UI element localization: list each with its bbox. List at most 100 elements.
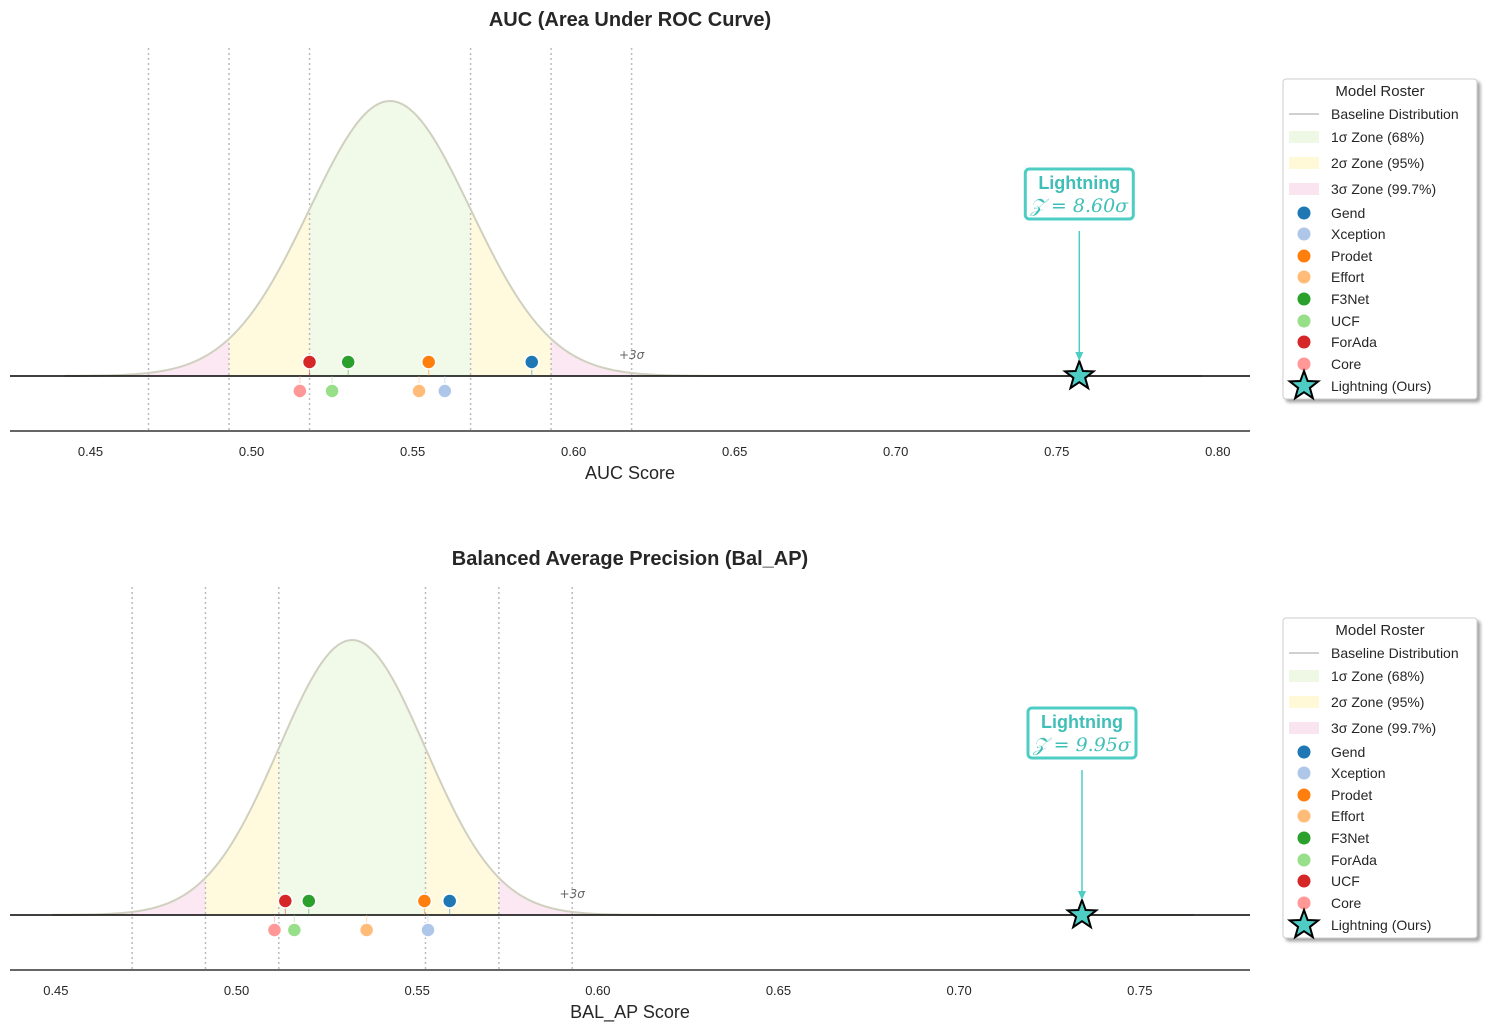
sigma1-zone (309, 101, 471, 376)
x-tick-label: 0.65 (766, 983, 791, 998)
legend-entry: 3σ Zone (99.7%) (1331, 720, 1436, 736)
legend-entry: 3σ Zone (99.7%) (1331, 181, 1436, 197)
legend-entry: Gend (1331, 205, 1365, 221)
legend-handle-dot (1297, 270, 1311, 284)
model-point-effort (411, 383, 427, 399)
model-point-xception (420, 922, 436, 938)
legend-entry: Effort (1331, 808, 1364, 824)
legend-entry: UCF (1331, 873, 1360, 889)
model-point-effort (358, 922, 375, 938)
legend-entry: Lightning (Ours) (1331, 917, 1431, 933)
model-point-gend (524, 354, 540, 370)
legend-frame (1282, 78, 1478, 400)
legend-handle-zone (1289, 131, 1319, 143)
legend-entry: Effort (1331, 269, 1364, 285)
legend-entry: ForAda (1331, 334, 1377, 350)
sigma3-label: +3σ (560, 887, 586, 901)
model-point-core (292, 383, 308, 399)
bal-ap-panel: Balanced Average Precision (Bal_AP) +3σ 0.… (10, 548, 1478, 1023)
legend-handle-dot (1297, 809, 1311, 823)
legend-handle-dot (1297, 227, 1311, 241)
sigma3-zone-right (551, 338, 713, 376)
x-tick-label: 0.65 (722, 444, 747, 459)
legend-handle-dot (1297, 745, 1311, 759)
ours-star (1062, 358, 1097, 391)
x-tick-label: 0.50 (239, 444, 264, 459)
annotation-box (1023, 167, 1135, 221)
legend-entry: Lightning (Ours) (1331, 378, 1431, 394)
chart-title: Balanced Average Precision (Bal_AP) (452, 548, 808, 570)
x-tick-label: 0.45 (78, 444, 103, 459)
legend-entry: Xception (1331, 765, 1385, 781)
x-tick-label: 0.45 (43, 983, 68, 998)
legend-entry: Core (1331, 356, 1362, 372)
model-point-f3net (340, 354, 356, 370)
legend-handle-dot (1297, 249, 1311, 263)
annotation-arrow-head (1077, 891, 1086, 900)
legend-handle-dot (1297, 896, 1311, 910)
x-tick-label: 0.70 (946, 983, 971, 998)
legend-handle-dot (1297, 831, 1311, 845)
x-tick-label: 0.75 (1127, 983, 1152, 998)
auc-panel: AUC (Area Under ROC Curve) +3σ 0.45 0.50 0.5… (10, 9, 1478, 483)
x-axis-label: AUC Score (585, 463, 675, 483)
x-tick-label: 0.70 (883, 444, 908, 459)
legend-entry: Xception (1331, 226, 1385, 242)
x-tick-label: 0.75 (1044, 444, 1069, 459)
annotation-zscore: 𝒵 = 8.60σ (1029, 195, 1129, 217)
legend-handle-dot (1297, 292, 1311, 306)
model-point-prodet (420, 354, 437, 370)
model-point-forada (286, 922, 303, 938)
legend-entry: Gend (1331, 744, 1365, 760)
legend-entry: Core (1331, 895, 1362, 911)
legend-handle-dot (1297, 874, 1311, 888)
chart-title: AUC (Area Under ROC Curve) (489, 9, 771, 31)
sigma3-zone-right (498, 877, 646, 915)
legend-entry: F3Net (1331, 830, 1369, 846)
model-point-prodet (416, 893, 433, 909)
sigma1-zone (278, 640, 426, 915)
legend-handle-zone (1289, 696, 1319, 708)
model-point-forada (301, 354, 318, 370)
legend-handle-zone (1289, 722, 1319, 734)
legend-handle-zone (1289, 157, 1319, 169)
legend-handle-star (1286, 907, 1322, 940)
x-axis-label: BAL_AP Score (570, 1002, 690, 1023)
legend-entry: Baseline Distribution (1331, 645, 1459, 661)
model-point-xception (437, 383, 453, 399)
legend-handle-dot (1297, 206, 1311, 220)
legend-handle-dot (1297, 788, 1311, 802)
model-point-f3net (301, 893, 317, 909)
annotation-arrow-head (1075, 352, 1084, 361)
sigma3-zone-left (58, 877, 206, 915)
legend: Model Roster Baseline Distribution 1σ Zone… (1282, 78, 1478, 401)
annotation-name: Lightning (1041, 712, 1123, 732)
legend-handle-dot (1297, 314, 1311, 328)
legend-entry: ForAda (1331, 852, 1377, 868)
annotation-zscore: 𝒵 = 9.95σ (1032, 734, 1132, 756)
legend-title: Model Roster (1335, 622, 1424, 639)
legend-handle-dot (1297, 335, 1311, 349)
legend-entry: 1σ Zone (68%) (1331, 129, 1424, 145)
x-tick-label: 0.55 (405, 983, 430, 998)
model-point-gend (441, 893, 458, 909)
legend-entry: 2σ Zone (95%) (1331, 155, 1424, 171)
x-tick-label: 0.80 (1205, 444, 1230, 459)
model-point-ucf (324, 383, 340, 399)
x-tick-label: 0.60 (561, 444, 586, 459)
legend-entry: F3Net (1331, 291, 1369, 307)
x-tick-label: 0.50 (224, 983, 249, 998)
legend-frame (1282, 617, 1478, 939)
legend-handle-dot (1297, 357, 1311, 371)
legend-title: Model Roster (1335, 83, 1424, 100)
legend-handle-zone (1289, 670, 1319, 682)
sigma3-label: +3σ (619, 348, 645, 362)
legend-entry: UCF (1331, 313, 1360, 329)
legend-entry: 2σ Zone (95%) (1331, 694, 1424, 710)
legend: Model Roster Baseline Distribution 1σ Zone… (1282, 617, 1478, 940)
sigma3-zone-left (67, 338, 230, 376)
annotation-box (1026, 706, 1138, 760)
model-point-ucf (277, 893, 294, 909)
x-tick-label: 0.60 (585, 983, 610, 998)
legend-entry: Prodet (1331, 248, 1372, 264)
